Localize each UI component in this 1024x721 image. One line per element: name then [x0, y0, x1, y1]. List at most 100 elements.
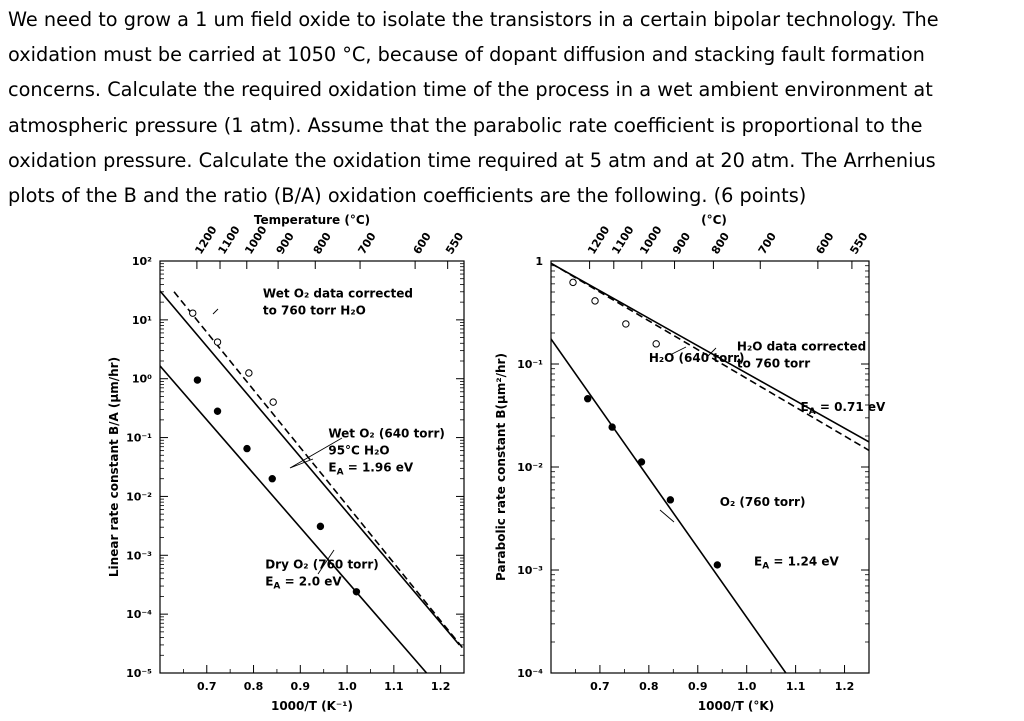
- x-tick-label: 0.8: [639, 680, 659, 693]
- problem-line: plots of the B and the ratio (B/A) oxida…: [8, 184, 807, 208]
- y-tick-label: 1: [535, 255, 543, 268]
- fit-line: [551, 338, 787, 673]
- open-data-point: [569, 278, 577, 287]
- x-tick-label: 0.8: [244, 680, 264, 693]
- x-tick-label: 1.0: [337, 680, 357, 693]
- chart-2: 110⁻¹10⁻²10⁻³10⁻⁴0.7 0.8 0.9 1.0 1.1 1.212001…: [494, 213, 886, 713]
- temp-tick-label: 900: [274, 230, 297, 257]
- y-axis-label: Linear rate constant B/A (µm/hr): [107, 357, 121, 577]
- x-tick-label: 1.2: [431, 680, 451, 693]
- y-tick-label: 10⁻⁴: [517, 667, 543, 680]
- annotation-text: EA = 1.96 eV: [328, 461, 414, 478]
- y-tick-label: 10⁻¹: [126, 432, 152, 445]
- open-data-point: [213, 338, 222, 346]
- temp-tick-label: 600: [813, 230, 836, 257]
- temp-tick-label: 1100: [609, 223, 636, 256]
- y-tick-label: 10⁻⁵: [126, 667, 152, 680]
- annotation-leader-line: [671, 346, 687, 355]
- y-tick-label: 10⁻³: [126, 549, 152, 562]
- annotation-leader-line: [212, 308, 219, 315]
- y-tick-label: 10⁰: [132, 373, 152, 386]
- x-tick-label: 1.0: [737, 680, 757, 693]
- annotation-text: 95°C H₂O: [328, 444, 389, 458]
- annotation-leader-line: [317, 549, 335, 575]
- problem-line: We need to grow a 1 um field oxide to is…: [8, 8, 939, 31]
- temp-tick-label: 1200: [585, 223, 612, 256]
- problem-line: oxidation must be carried at 1050 °C, be…: [8, 43, 925, 67]
- problem-line: concerns. Calculate the required oxidati…: [8, 78, 933, 102]
- annotation-text: Wet O₂ data corrected: [263, 286, 413, 300]
- plot-frame: [550, 260, 870, 674]
- filled-data-point: [243, 444, 251, 453]
- y-tick-label: 10⁻²: [126, 490, 152, 503]
- x-tick-label: 0.7: [197, 680, 217, 693]
- temp-tick-label: 800: [709, 230, 732, 257]
- x-tick-label: 1.1: [384, 680, 404, 693]
- filled-data-point: [213, 407, 222, 415]
- annotation-text: to 760 torr: [737, 357, 810, 371]
- top-axis-label: (°C): [701, 213, 727, 227]
- temp-tick-label: 800: [311, 230, 334, 257]
- open-data-point: [652, 340, 660, 348]
- plot-frame: [159, 260, 465, 674]
- plot-area: [160, 290, 464, 673]
- annotation-leader-line: [707, 347, 717, 357]
- annotation-text: H₂O (640 torr): [649, 351, 745, 365]
- filled-data-point: [666, 496, 675, 504]
- temp-tick-label: 700: [356, 230, 379, 257]
- annotation-leader-line: [659, 509, 675, 523]
- annotation-text: O₂ (760 torr): [720, 495, 806, 509]
- filled-data-point: [637, 458, 646, 466]
- y-tick-label: 10⁻⁴: [126, 608, 152, 621]
- temp-tick-label: 600: [411, 230, 434, 257]
- open-data-point: [591, 297, 599, 305]
- annotation-text: to 760 torr H₂O: [263, 303, 366, 317]
- temp-tick-label: 900: [670, 230, 693, 257]
- open-data-point: [245, 369, 253, 377]
- y-tick-label: 10⁻¹: [517, 358, 543, 371]
- y-tick-label: 10²: [132, 255, 152, 268]
- y-axis-label: Parabolic rate constant B(µm²/hr): [494, 353, 508, 581]
- filled-data-point: [583, 395, 592, 403]
- filled-data-point: [316, 522, 325, 531]
- annotation-text: EA = 1.24 eV: [754, 555, 840, 572]
- annotation-text: Dry O₂ (760 torr): [265, 557, 379, 571]
- problem-statement: We need to grow a 1 um field oxide to is…: [8, 2, 1008, 213]
- x-tick-label: 0.9: [291, 680, 311, 693]
- x-axis-label: 1000/T (K⁻¹): [271, 699, 353, 713]
- filled-data-point: [268, 475, 276, 483]
- y-tick-label: 10⁻³: [517, 564, 543, 577]
- problem-line: oxidation pressure. Calculate the oxidat…: [8, 148, 936, 172]
- temp-tick-label: 1000: [637, 223, 664, 256]
- fit-line: [160, 290, 460, 646]
- y-tick-label: 10¹: [132, 314, 152, 327]
- x-tick-label: 0.9: [688, 680, 708, 693]
- open-data-point: [269, 398, 277, 406]
- temp-tick-label: 1100: [216, 223, 243, 256]
- temp-tick-label: 700: [756, 230, 779, 257]
- x-tick-label: 0.7: [590, 680, 610, 693]
- x-tick-label: 1.2: [835, 680, 855, 693]
- dashed-fit-line: [551, 262, 869, 452]
- y-tick-label: 10⁻²: [517, 461, 543, 474]
- plot-area: [551, 262, 869, 673]
- temp-tick-label: 1000: [242, 223, 269, 256]
- open-data-point: [189, 309, 197, 317]
- annotation-text: EA = 0.71 eV: [801, 400, 887, 417]
- annotation-text: Wet O₂ (640 torr): [328, 427, 445, 441]
- filled-data-point: [352, 588, 361, 596]
- problem-line: atmospheric pressure (1 atm). Assume tha…: [8, 113, 923, 137]
- filled-data-point: [193, 376, 202, 384]
- open-data-point: [622, 320, 630, 328]
- x-axis-label: 1000/T (°K): [698, 699, 774, 713]
- temp-tick-label: 550: [847, 230, 870, 257]
- fit-line: [551, 262, 869, 443]
- chart-1: 10² 10¹ 10⁰ 10⁻¹ 10⁻² 10⁻³ 10⁻⁴ 10⁻⁵ 0.7 0.8 0.9 1.…: [107, 213, 467, 713]
- temp-tick-label: 550: [443, 230, 466, 257]
- filled-data-point: [608, 423, 616, 431]
- temp-tick-label: 1200: [192, 223, 219, 256]
- annotation-leader-line: [289, 437, 343, 469]
- top-axis-label: Temperature (°C): [254, 213, 370, 227]
- filled-data-point: [713, 561, 722, 569]
